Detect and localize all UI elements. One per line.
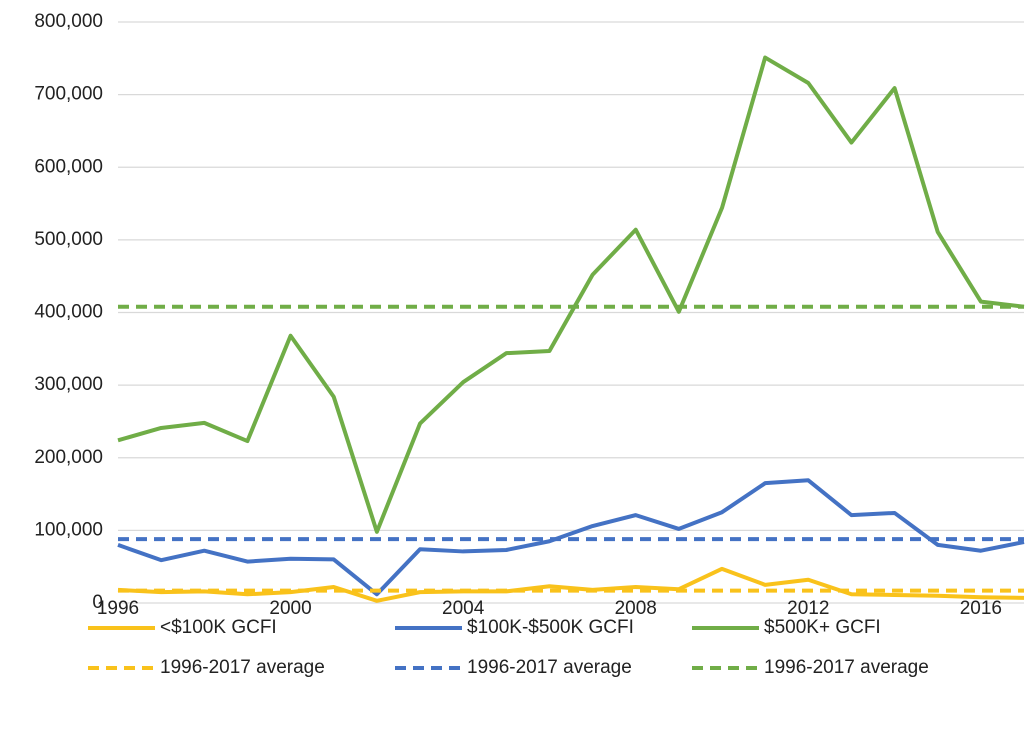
y-tick-label: 300,000 [34,374,103,395]
legend-label: $500K+ GCFI [764,617,881,638]
legend-label: 1996-2017 average [467,657,632,678]
y-tick-label: 700,000 [34,84,103,105]
legend-label: <$100K GCFI [160,617,277,638]
x-tick-label: 2016 [960,598,1002,619]
series-line [117,478,1025,597]
series-line [117,55,1025,534]
x-tick-label: 2004 [442,598,485,619]
series-line [117,566,1025,603]
x-tick-label: 2000 [269,598,311,619]
y-tick-label: 600,000 [34,156,103,177]
legend-label: $100K-$500K GCFI [467,617,634,638]
legend-label: 1996-2017 average [764,657,929,678]
y-tick-label: 500,000 [34,229,103,250]
y-tick-label: 800,000 [34,11,103,32]
x-tick-label: 2008 [615,598,657,619]
y-tick-label: 400,000 [34,302,103,323]
x-tick-label: 2012 [787,598,829,619]
legend-label: 1996-2017 average [160,657,325,678]
x-tick-label: 1996 [97,598,139,619]
y-tick-label: 200,000 [34,447,103,468]
y-tick-label: 0 [92,592,103,613]
y-tick-label: 100,000 [34,519,103,540]
